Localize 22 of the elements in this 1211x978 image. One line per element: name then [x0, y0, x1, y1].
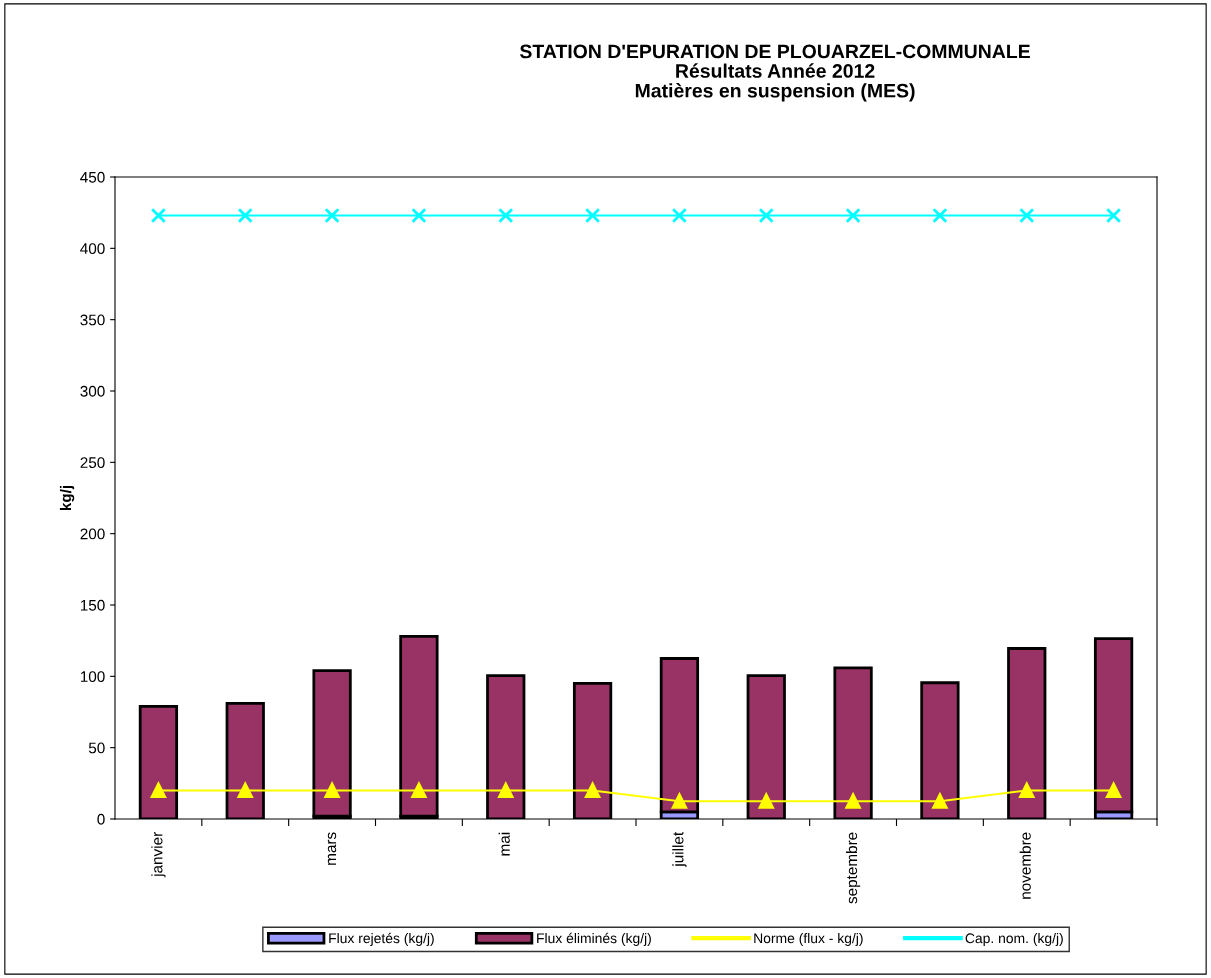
y-tick-label: 50	[88, 742, 105, 754]
x-tick-label: juillet	[672, 831, 687, 868]
y-axis-title: kg/j	[59, 485, 75, 511]
x-tick-label: septembre	[845, 832, 861, 904]
legend-label: Cap. nom. (kg/j)	[965, 932, 1063, 946]
y-tick-label: 100	[80, 671, 105, 683]
x-tick-label: janvier	[151, 832, 166, 878]
legend-label: Flux éliminés (kg/j)	[537, 932, 651, 946]
y-tick-label: 200	[80, 528, 105, 540]
y-tick-label: 300	[80, 385, 105, 397]
y-tick-label: 0	[97, 813, 105, 825]
x-tick-label: novembre	[1019, 832, 1031, 899]
x-tick-label: mars	[327, 832, 337, 865]
chart-title: STATION D'EPURATION DE PLOUARZEL-COMMUNALE Résultats Année 2012 Matières en suspension (MES)	[519, 44, 1030, 102]
y-tick-label: 350	[80, 314, 105, 326]
legend-label: Norme (flux - kg/j)	[754, 932, 863, 946]
y-tick-label: 150	[80, 599, 105, 611]
y-tick-label: 400	[80, 243, 105, 255]
legend-label: Flux rejetés (kg/j)	[329, 932, 434, 946]
y-tick-label: 250	[80, 457, 105, 469]
y-tick-label: 450	[80, 171, 105, 183]
x-tick-label: mai	[498, 832, 510, 856]
